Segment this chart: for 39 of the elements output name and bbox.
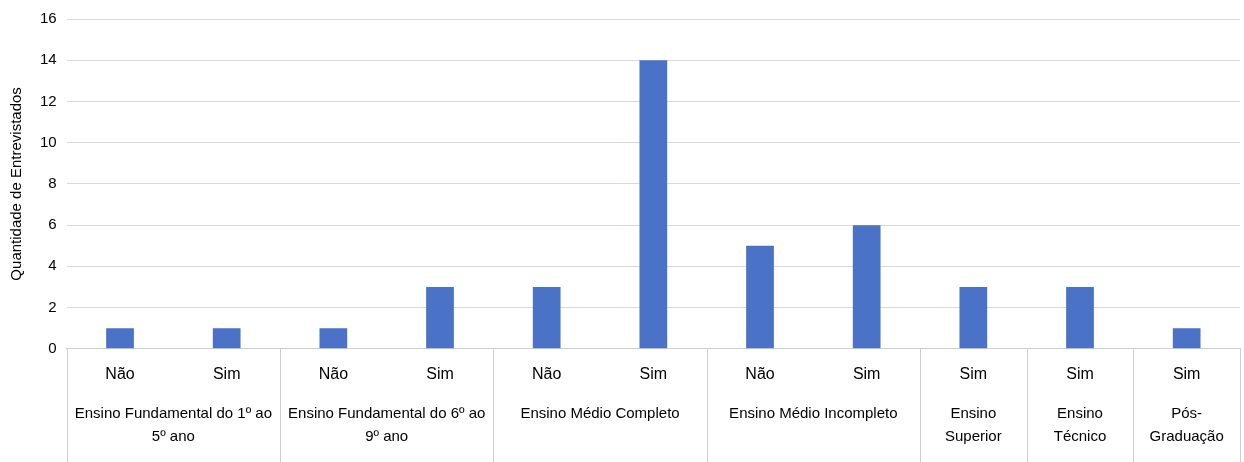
x-tick-label: Sim bbox=[639, 364, 668, 382]
text: Ensino Médio Incompleto bbox=[729, 403, 898, 421]
x-tick-label: Sim bbox=[1066, 364, 1094, 382]
bar bbox=[1066, 286, 1094, 349]
bar bbox=[212, 328, 241, 349]
y-tick-label: 2 bbox=[48, 297, 57, 315]
text: Ensino Fundamental do 6º ao 9º ano bbox=[288, 403, 486, 444]
y-tick-label: 6 bbox=[48, 215, 57, 233]
x-tick-label: Sim bbox=[959, 364, 988, 382]
bar bbox=[852, 225, 881, 349]
x-tick-label: Sim bbox=[852, 364, 881, 382]
text: Pós-Graduação bbox=[1149, 403, 1224, 444]
x-tick-label: Não bbox=[318, 364, 349, 382]
y-tick-label: 12 bbox=[40, 91, 57, 109]
bar bbox=[746, 245, 774, 349]
y-tick-label: 4 bbox=[48, 256, 57, 274]
bar bbox=[426, 286, 454, 349]
text: Ensino Médio Completo bbox=[520, 403, 680, 421]
x-tick-label: Não bbox=[105, 364, 135, 382]
x-tick-label: Sim bbox=[426, 364, 454, 382]
y-tick-label: 16 bbox=[40, 9, 57, 27]
y-tick-label: 8 bbox=[48, 174, 57, 192]
x-tick-label: Sim bbox=[1172, 364, 1201, 382]
text: Ensino Fundamental do 1º ao 5º ano bbox=[74, 403, 272, 444]
y-tick-label: 0 bbox=[48, 338, 57, 356]
y-tick-label: 14 bbox=[40, 50, 57, 68]
bar bbox=[639, 60, 668, 349]
x-tick-label: Não bbox=[745, 364, 775, 382]
x-tick-label: Sim bbox=[212, 364, 241, 382]
y-axis-title: Quantidade de Entrevistados bbox=[7, 87, 25, 281]
bar bbox=[319, 328, 348, 349]
x-tick-label: Não bbox=[532, 364, 562, 382]
text: Ensino Superior bbox=[944, 403, 1002, 444]
bar bbox=[532, 286, 561, 349]
bar bbox=[106, 328, 134, 349]
bar bbox=[959, 286, 988, 349]
text: Ensino Técnico bbox=[1053, 403, 1107, 444]
bar bbox=[1172, 328, 1201, 349]
y-tick-label: 10 bbox=[40, 132, 57, 150]
